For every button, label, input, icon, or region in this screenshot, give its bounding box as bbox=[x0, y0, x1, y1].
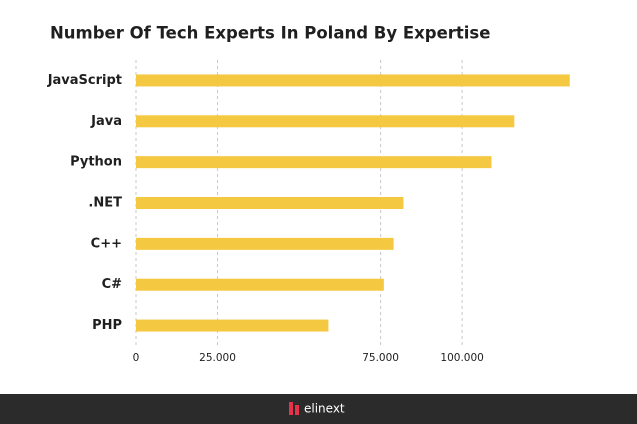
footer-brand: elinext bbox=[304, 402, 345, 416]
x-tick-label: 25.000 bbox=[199, 352, 236, 364]
footer-bar bbox=[0, 394, 637, 424]
bar bbox=[136, 156, 492, 169]
logo-mark bbox=[295, 405, 299, 415]
y-tick-label: C# bbox=[102, 277, 123, 292]
bar bbox=[136, 237, 394, 250]
x-tick-label: 100.000 bbox=[440, 352, 483, 364]
y-tick-label: PHP bbox=[92, 318, 122, 333]
logo-mark bbox=[289, 402, 293, 415]
bar bbox=[136, 74, 570, 87]
y-tick-label: Java bbox=[90, 114, 122, 129]
bar bbox=[136, 278, 384, 291]
bar bbox=[136, 197, 404, 209]
bar bbox=[136, 115, 515, 128]
y-tick-label: JavaScript bbox=[47, 73, 122, 88]
y-tick-label: .NET bbox=[88, 196, 122, 211]
x-tick-label: 75.000 bbox=[362, 352, 399, 364]
y-tick-label: Python bbox=[70, 155, 122, 170]
y-tick-label: C++ bbox=[91, 236, 122, 251]
chart-title: Number Of Tech Experts In Poland By Expe… bbox=[50, 24, 490, 43]
bar bbox=[136, 319, 329, 332]
x-tick-label: 0 bbox=[133, 352, 140, 364]
